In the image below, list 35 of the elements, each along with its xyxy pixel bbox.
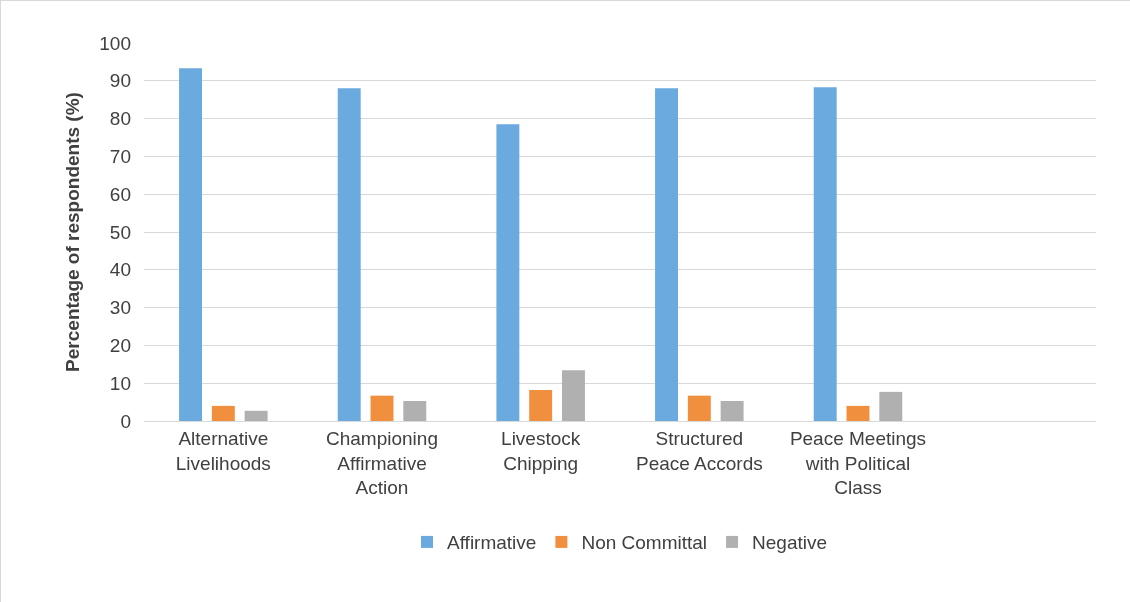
x-tick-label: Livestock Chipping [501, 427, 581, 474]
y-tick-label: 70 [109, 146, 131, 168]
bar [879, 391, 903, 421]
y-axis-title: Percentage of respondents (%) [62, 92, 84, 372]
bar [655, 88, 679, 421]
y-tick-label: 10 [109, 372, 131, 394]
legend-label: Non Committal [581, 532, 708, 554]
bar [403, 400, 427, 421]
bar [370, 395, 394, 421]
y-tick-label: 60 [109, 183, 131, 205]
y-tick-label: 90 [109, 70, 131, 92]
y-tick-label: 80 [109, 108, 131, 130]
bar [813, 87, 837, 421]
bar [846, 405, 870, 421]
y-tick-label: 100 [99, 32, 131, 54]
y-tick-label: 30 [109, 297, 131, 319]
bar [561, 370, 585, 421]
x-tick-label: Alternative Livelihoods [175, 427, 271, 474]
bar [687, 395, 711, 421]
legend-label: Affirmative [447, 532, 537, 554]
x-tick-label: Championing Affirmative Action [326, 427, 438, 499]
x-tick-label: Structured Peace Accords [635, 427, 763, 474]
legend-label: Negative [752, 532, 828, 554]
y-tick-label: 20 [109, 335, 131, 357]
bar [496, 124, 520, 421]
y-tick-label: 0 [120, 410, 131, 432]
bar [244, 410, 268, 421]
y-tick-label: 40 [109, 259, 131, 281]
bar [337, 88, 361, 421]
x-tick-label: Peace Meetings with Political Class [789, 427, 927, 499]
bar [529, 390, 553, 421]
y-tick-label: 50 [109, 221, 131, 243]
bar [179, 68, 203, 421]
bar [211, 405, 235, 421]
bar [720, 400, 744, 421]
